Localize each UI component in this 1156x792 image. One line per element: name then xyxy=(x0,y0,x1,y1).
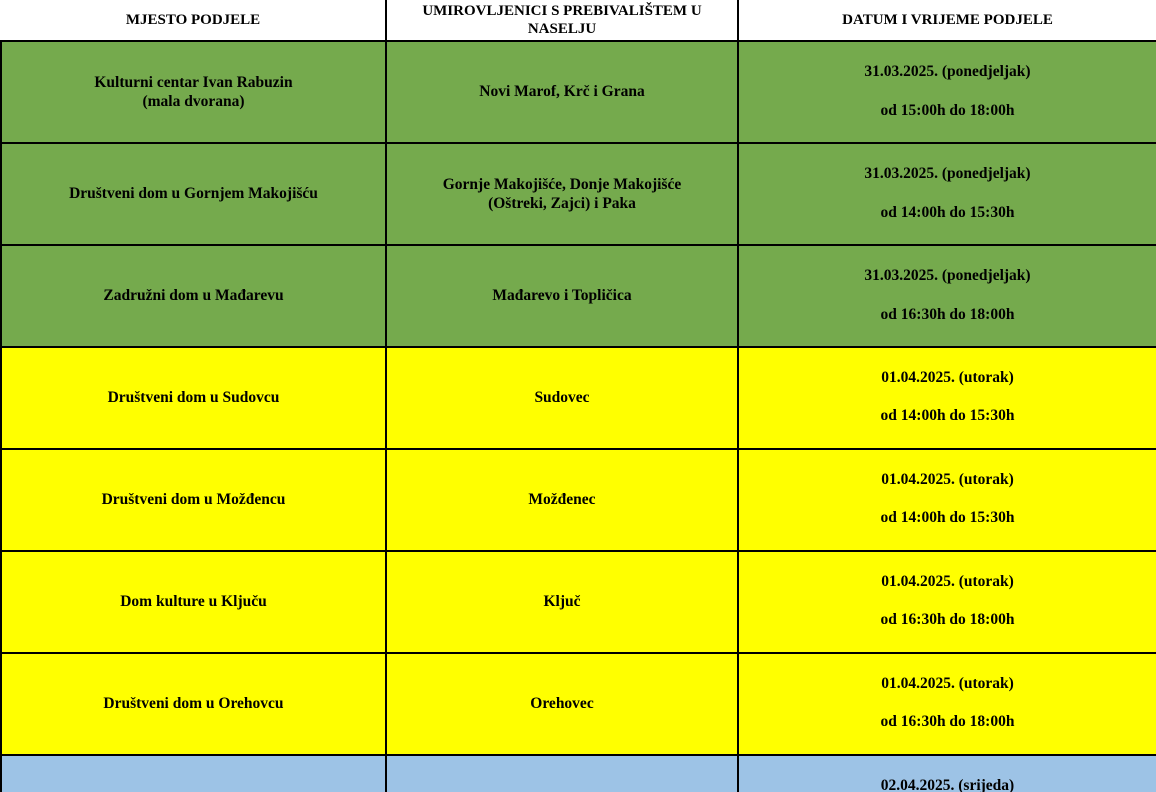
schedule-cell: 01.04.2025. (utorak) od 14:00h do 15:30h xyxy=(737,345,1156,450)
time-line: od 15:00h do 18:00h xyxy=(880,101,1015,119)
table-row: Društveni dom u Orehovcu Orehovec 01.04.… xyxy=(0,651,1156,756)
time-line: od 14:00h do 15:30h xyxy=(880,203,1015,221)
place-cell: Društveni dom u Orehovcu xyxy=(0,651,387,756)
time-line: od 14:00h do 15:30h xyxy=(880,509,1015,527)
settlements-cell: Možđenec xyxy=(385,447,739,552)
table-row: Društveni dom u Sudovcu Sudovec 01.04.20… xyxy=(0,345,1156,450)
settlements-cell: Mađarevo i Topličica xyxy=(385,243,739,348)
place-cell: Društveni dom u Možđencu xyxy=(0,447,387,552)
time-line: od 16:30h do 18:00h xyxy=(880,611,1015,629)
date-line: 02.04.2025. (srijeda) xyxy=(880,776,1015,792)
date-line: 01.04.2025. (utorak) xyxy=(881,573,1014,591)
schedule-cell: 02.04.2025. (srijeda) od 14:00h do 15:30… xyxy=(737,753,1156,792)
settlements-cell: Remetinec xyxy=(385,753,739,792)
table-row: Zadružni dom u Mađarevu Mađarevo i Topli… xyxy=(0,243,1156,348)
table-row: Društveni dom u Remetincu Remetinec 02.0… xyxy=(0,753,1156,792)
place-cell: Zadružni dom u Mađarevu xyxy=(0,243,387,348)
header-row: MJESTO PODJELE UMIROVLJENICI S PREBIVALI… xyxy=(1,0,1156,42)
place-cell: Društveni dom u Gornjem Makojišću xyxy=(0,141,387,246)
header-umirovljenici-s-prebivalistem: UMIROVLJENICI S PREBIVALIŠTEM U NASELJU xyxy=(385,0,739,42)
place-cell: Kulturni centar Ivan Rabuzin (mala dvora… xyxy=(0,40,387,144)
date-line: 01.04.2025. (utorak) xyxy=(881,471,1014,489)
schedule-cell: 01.04.2025. (utorak) od 14:00h do 15:30h xyxy=(737,447,1156,552)
schedule-cell: 31.03.2025. (ponedjeljak) od 14:00h do 1… xyxy=(737,141,1156,246)
time-line: od 16:30h do 18:00h xyxy=(880,713,1015,731)
date-line: 31.03.2025. (ponedjeljak) xyxy=(864,165,1031,183)
table-row: Kulturni centar Ivan Rabuzin (mala dvora… xyxy=(0,40,1156,144)
schedule-cell: 31.03.2025. (ponedjeljak) od 15:00h do 1… xyxy=(737,40,1156,144)
header-datum-i-vrijeme-podjele: DATUM I VRIJEME PODJELE xyxy=(737,0,1156,42)
settlements-cell: Sudovec xyxy=(385,345,739,450)
table-row: Društveni dom u Možđencu Možđenec 01.04.… xyxy=(0,447,1156,552)
settlements-cell: Ključ xyxy=(385,549,739,654)
table-row: Društveni dom u Gornjem Makojišću Gornje… xyxy=(0,141,1156,246)
settlements-cell: Gornje Makojišće, Donje Makojišće (Oštre… xyxy=(385,141,739,246)
settlements-cell: Orehovec xyxy=(385,651,739,756)
place-cell: Dom kulture u Ključu xyxy=(0,549,387,654)
settlements-cell: Novi Marof, Krč i Grana xyxy=(385,40,739,144)
schedule-cell: 31.03.2025. (ponedjeljak) od 16:30h do 1… xyxy=(737,243,1156,348)
schedule-cell: 01.04.2025. (utorak) od 16:30h do 18:00h xyxy=(737,549,1156,654)
place-cell: Društveni dom u Sudovcu xyxy=(0,345,387,450)
table-row: Dom kulture u Ključu Ključ 01.04.2025. (… xyxy=(0,549,1156,654)
schedule-cell: 01.04.2025. (utorak) od 16:30h do 18:00h xyxy=(737,651,1156,756)
date-line: 31.03.2025. (ponedjeljak) xyxy=(864,63,1031,81)
place-cell: Društveni dom u Remetincu xyxy=(0,753,387,792)
date-line: 31.03.2025. (ponedjeljak) xyxy=(864,267,1031,285)
header-mjesto-podjele: MJESTO PODJELE xyxy=(1,0,387,42)
time-line: od 16:30h do 18:00h xyxy=(880,305,1015,323)
date-line: 01.04.2025. (utorak) xyxy=(881,369,1014,387)
date-line: 01.04.2025. (utorak) xyxy=(881,675,1014,692)
time-line: od 14:00h do 15:30h xyxy=(880,407,1015,425)
